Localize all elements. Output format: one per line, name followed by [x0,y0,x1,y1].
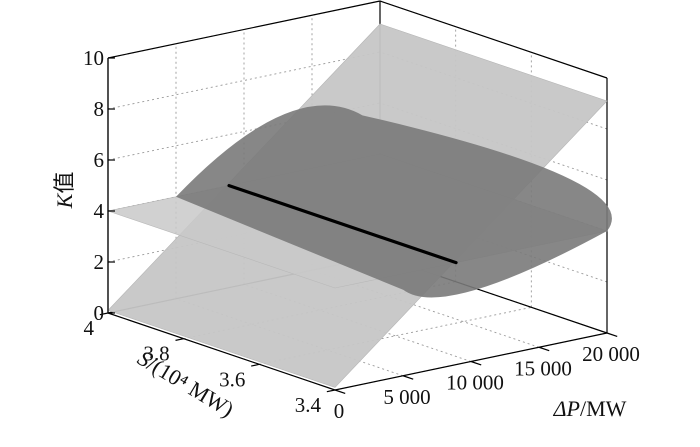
z-tick-label: 4 [94,199,105,223]
intersection-line [227,184,458,265]
box-edge [379,0,608,79]
x-tick-mark [538,346,550,352]
overlap-region [176,105,612,298]
y-tick-label: 4 [84,316,95,340]
x-tick-mark [606,332,618,338]
z-tick-label: 8 [94,97,105,121]
y-tick-label: 3.6 [219,367,245,391]
back-wall-grid-z [107,51,381,110]
z-tick-label: 2 [94,250,105,274]
y-axis-line [107,312,336,391]
y-tick-mark [326,389,336,393]
y-tick-label: 3.8 [143,342,169,366]
x-tick-mark [470,360,482,366]
y-tick-mark [175,338,184,341]
x-tick-mark [334,389,346,395]
x-axis-label: ΔP/MW [553,396,627,421]
z-tick-label: 6 [94,148,105,172]
x-tick-label: 10 000 [446,371,504,395]
x-tick-label: 20 000 [582,342,640,366]
x-tick-label: 15 000 [514,356,572,380]
z-tick-label: 10 [83,46,104,70]
z-axis-label: K值 [52,172,77,210]
z-tick-label: 0 [94,301,105,325]
surfaces [106,23,612,388]
y-tick-mark [99,312,109,316]
y-tick-label: 3.4 [295,393,322,417]
box-edge [107,0,381,59]
y-tick-mark [251,363,260,367]
x-tick-label: 5 000 [383,385,430,409]
x-tick-label: 0 [334,399,345,423]
x-tick-mark [402,375,414,380]
